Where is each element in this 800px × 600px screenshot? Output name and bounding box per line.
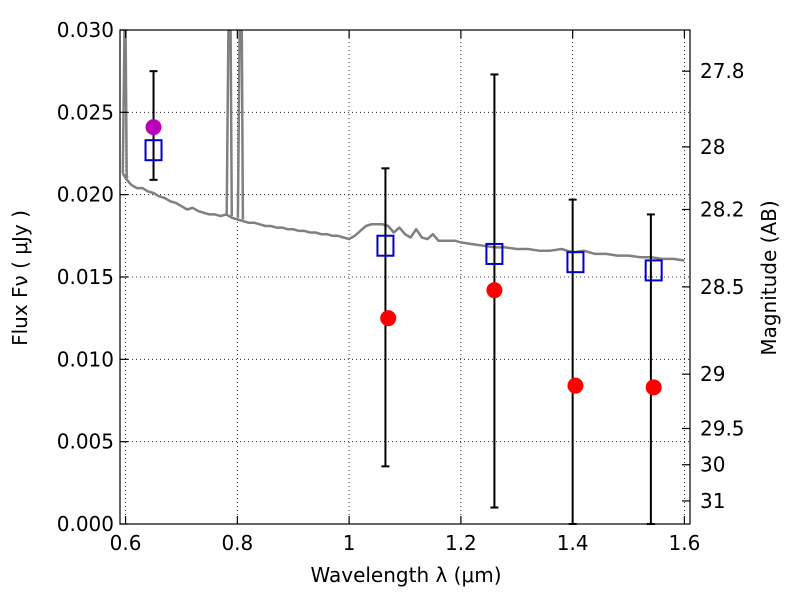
open-square-point <box>485 242 504 265</box>
markers <box>144 119 663 396</box>
open-square-point <box>644 259 663 282</box>
y2-tick-label: 31 <box>700 489 725 513</box>
filled-circle-point <box>380 310 397 327</box>
y-tick-label: 0.010 <box>57 347 114 371</box>
y-tick-label: 0.015 <box>57 265 114 289</box>
ticks <box>120 29 690 525</box>
spectrum-emission-spike <box>225 30 234 217</box>
y-axis-label: Flux Fν ( μJy ) <box>8 210 32 346</box>
y-tick-label: 0.030 <box>57 18 114 42</box>
x-tick-label: 1.4 <box>557 531 589 555</box>
error-bars <box>149 70 655 525</box>
y2-tick-label: 28 <box>700 135 725 159</box>
y2-tick-labels: 27.8 28 28.2 28.5 29 29.5 30 31 <box>700 59 745 513</box>
y-tick-labels: 0.000 0.005 0.010 0.015 0.020 0.025 0.030 <box>57 18 114 536</box>
open-square-point <box>144 139 163 162</box>
plot-area <box>121 30 685 262</box>
filled-circle-point <box>567 377 584 394</box>
filled-circle-point <box>486 282 503 299</box>
spectrum-emission-spike <box>121 30 129 179</box>
x-tick-label: 1.6 <box>669 531 701 555</box>
y2-tick-label: 28.5 <box>700 275 745 299</box>
y2-tick-label: 27.8 <box>700 59 745 83</box>
filled-circle-point <box>145 119 162 136</box>
y2-tick-label: 29 <box>700 362 725 386</box>
x-tick-label: 0.6 <box>110 531 142 555</box>
open-square-point <box>376 234 395 257</box>
filled-circle-point <box>645 379 662 396</box>
open-square-point <box>566 251 585 274</box>
y2-axis-label: Magnitude (AB) <box>757 200 781 355</box>
x-tick-labels: 0.6 0.8 1 1.2 1.4 1.6 <box>110 531 701 555</box>
y-tick-label: 0.020 <box>57 183 114 207</box>
grid <box>120 29 690 525</box>
x-axis-label: Wavelength λ (μm) <box>310 563 501 587</box>
x-tick-label: 1.2 <box>445 531 477 555</box>
model-spectrum-line <box>121 172 685 262</box>
y2-tick-label: 29.5 <box>700 416 745 440</box>
y-tick-label: 0.000 <box>57 512 114 536</box>
y2-tick-label: 30 <box>700 453 725 477</box>
y-tick-label: 0.025 <box>57 100 114 124</box>
x-tick-label: 0.8 <box>221 531 253 555</box>
y-tick-label: 0.005 <box>57 430 114 454</box>
x-tick-label: 1 <box>343 531 356 555</box>
y2-tick-label: 28.2 <box>700 197 745 221</box>
spectrum-emission-spike <box>236 30 245 220</box>
